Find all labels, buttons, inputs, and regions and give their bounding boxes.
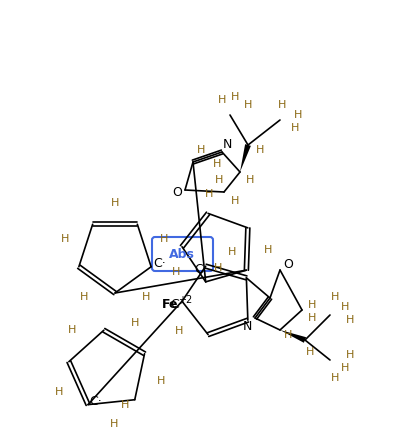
Text: H: H	[341, 302, 349, 312]
Text: H: H	[131, 318, 139, 328]
Text: H: H	[141, 292, 150, 302]
Text: C·: C·	[171, 298, 184, 311]
Text: C·: C·	[153, 257, 165, 270]
Text: C·: C·	[90, 395, 102, 408]
Polygon shape	[240, 144, 251, 172]
Text: H: H	[110, 419, 118, 429]
Text: H: H	[244, 100, 252, 110]
Text: O: O	[172, 187, 182, 199]
Text: H: H	[157, 376, 165, 386]
Text: H: H	[291, 123, 299, 133]
Text: Abs: Abs	[169, 248, 195, 262]
Text: +2: +2	[178, 295, 192, 305]
Text: H: H	[294, 110, 302, 120]
Text: H: H	[246, 175, 254, 185]
Text: Fe: Fe	[162, 298, 178, 312]
Text: H: H	[160, 234, 169, 244]
Text: H: H	[174, 326, 183, 336]
Text: H: H	[308, 300, 316, 310]
Text: H: H	[55, 387, 63, 397]
Text: H: H	[68, 325, 76, 335]
Text: H: H	[121, 400, 129, 410]
Text: N: N	[242, 320, 252, 332]
Text: H: H	[264, 245, 272, 255]
Text: H: H	[231, 92, 239, 102]
Text: H: H	[284, 330, 292, 340]
Text: H: H	[278, 100, 286, 110]
Text: H: H	[341, 363, 349, 373]
Text: H: H	[61, 234, 70, 244]
Text: H: H	[256, 145, 264, 155]
Text: H: H	[215, 175, 223, 185]
Text: O: O	[283, 259, 293, 271]
Text: N: N	[222, 137, 232, 150]
Text: H: H	[218, 95, 226, 105]
Text: H: H	[346, 315, 354, 325]
Text: H: H	[205, 189, 213, 199]
Text: H: H	[111, 198, 119, 208]
Text: H: H	[308, 313, 316, 323]
Text: H: H	[306, 347, 314, 357]
Text: H: H	[346, 350, 354, 360]
Text: H: H	[80, 292, 89, 302]
Text: H: H	[231, 196, 239, 206]
Text: H: H	[331, 373, 339, 383]
Text: H: H	[213, 263, 222, 273]
Text: H: H	[228, 247, 236, 257]
Text: H: H	[331, 292, 339, 302]
Polygon shape	[280, 330, 306, 343]
Text: H: H	[213, 159, 221, 169]
Text: C·: C·	[194, 263, 207, 276]
Text: H: H	[197, 145, 205, 155]
Text: H: H	[173, 267, 181, 277]
FancyBboxPatch shape	[152, 237, 213, 271]
